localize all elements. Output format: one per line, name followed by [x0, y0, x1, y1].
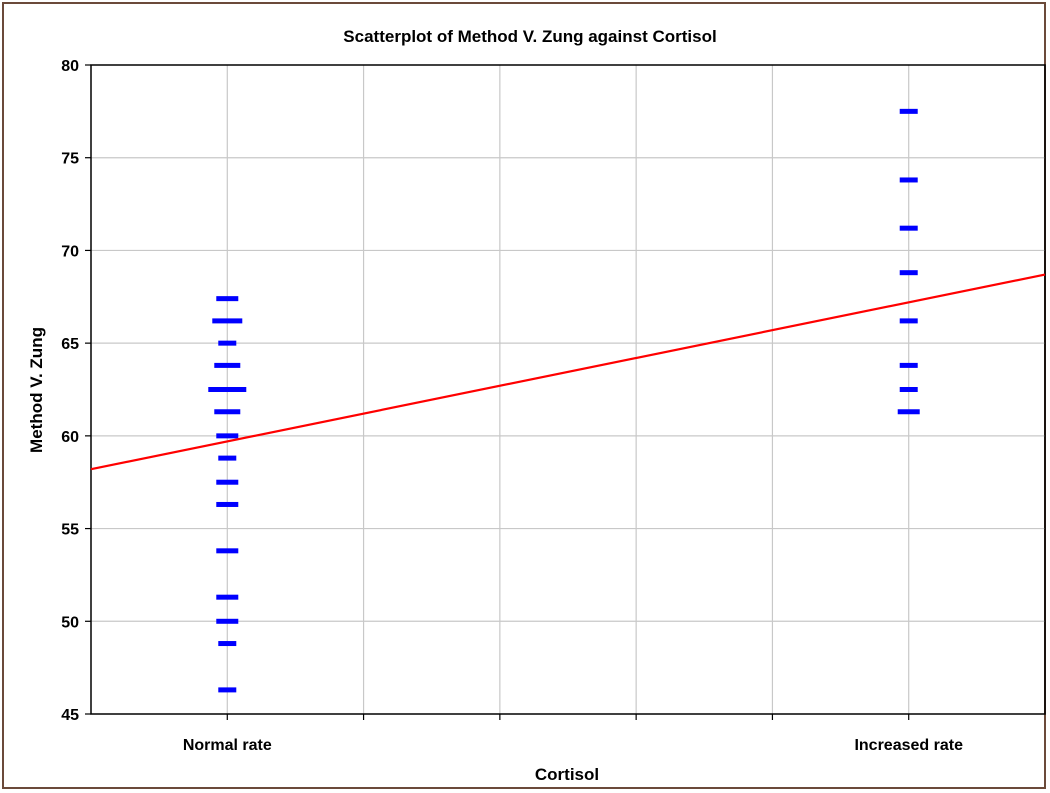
data-point: [212, 318, 243, 324]
regression-line-group: [90, 273, 1046, 471]
y-axis-ticks: 45 50 55 60 65 70 75 80: [61, 58, 91, 724]
grid: [91, 65, 1045, 714]
data-point: [899, 108, 918, 114]
regression-line: [90, 273, 1046, 471]
x-tick-label: Increased rate: [854, 737, 963, 754]
data-point: [214, 409, 241, 415]
data-point: [216, 479, 239, 485]
y-tick-label: 75: [61, 151, 79, 168]
data-point: [899, 270, 918, 276]
y-tick-label: 55: [61, 522, 79, 539]
data-point: [216, 618, 239, 624]
data-point: [216, 433, 239, 439]
y-axis-label: Method V. Zung: [27, 327, 46, 453]
data-point: [899, 318, 918, 324]
y-tick-label: 60: [61, 429, 79, 446]
y-tick-label: 70: [61, 243, 79, 260]
x-axis-label: Cortisol: [535, 765, 599, 784]
plot-area: [90, 64, 1046, 715]
data-point: [899, 177, 918, 183]
data-point: [216, 296, 239, 302]
data-point: [218, 641, 237, 647]
data-point: [899, 387, 918, 392]
data-point: [899, 225, 918, 231]
y-tick-label: 80: [61, 58, 79, 75]
x-axis-ticks: Normal rate Increased rate: [183, 714, 963, 754]
y-tick-label: 45: [61, 707, 79, 724]
x-tick-label: Normal rate: [183, 737, 272, 754]
data-point: [897, 409, 920, 415]
data-point: [214, 362, 241, 368]
chart-title: Scatterplot of Method V. Zung against Co…: [343, 27, 716, 46]
data-point: [216, 594, 239, 600]
data-points: [208, 108, 920, 693]
data-point: [899, 362, 918, 368]
data-point: [216, 548, 239, 554]
y-tick-label: 50: [61, 614, 79, 631]
data-point: [218, 687, 237, 693]
data-point: [218, 340, 237, 346]
data-point: [216, 501, 239, 507]
y-tick-label: 65: [61, 336, 79, 353]
data-point: [208, 387, 247, 392]
data-point: [218, 455, 237, 461]
